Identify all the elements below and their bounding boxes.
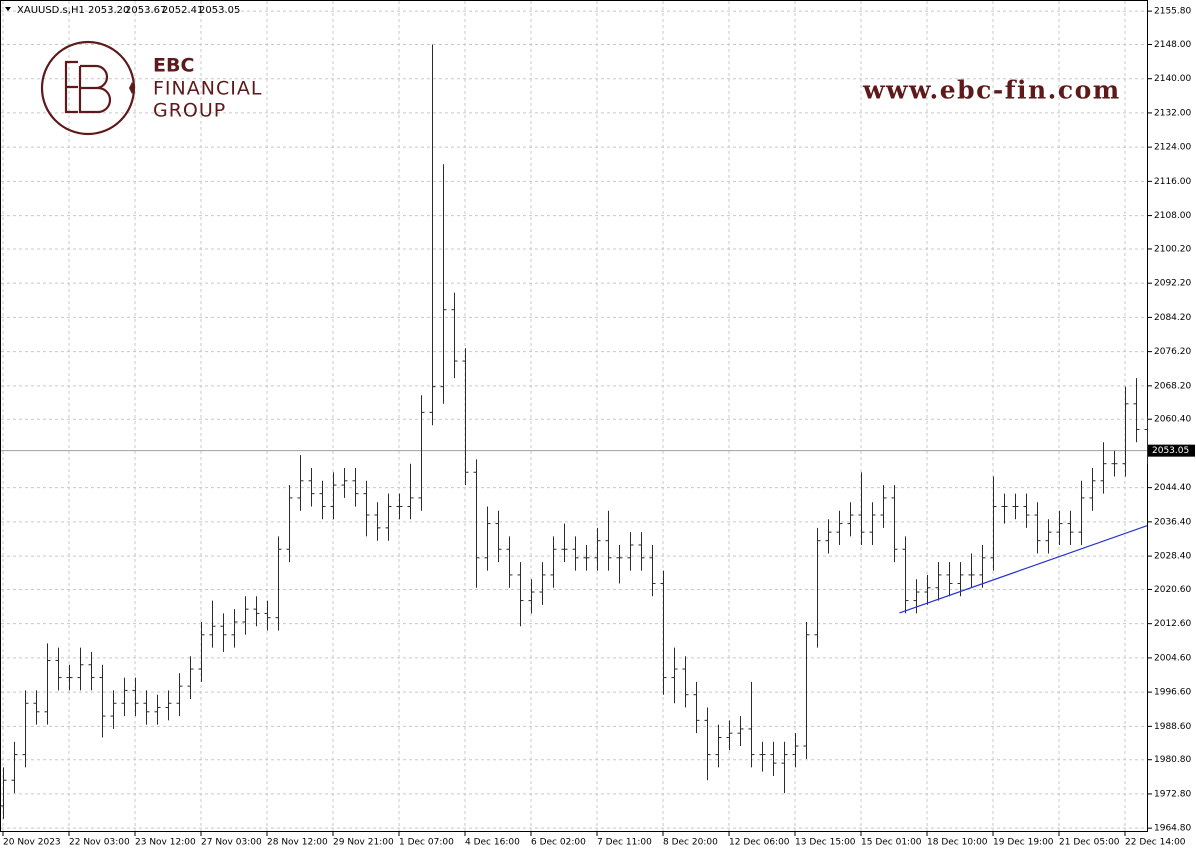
header-price: 2053.20 [88,5,129,16]
y-tick-label: 2084.20 [1154,313,1191,323]
x-tick-label: 23 Nov 12:00 [135,838,196,848]
y-tick-label: 2155.80 [1154,7,1191,17]
x-tick-label: 20 Nov 2023 [3,838,61,848]
y-tick-label: 1964.80 [1154,824,1191,834]
x-tick-label: 1 Dec 07:00 [399,838,454,848]
y-tick-label: 1988.60 [1154,722,1191,732]
y-tick-label: 2132.00 [1154,108,1191,118]
x-tick-label: 6 Dec 02:00 [531,838,586,848]
plot-frame [0,0,1148,832]
y-tick-label: 2076.20 [1154,347,1191,357]
y-tick-label: 2060.40 [1154,415,1191,425]
x-tick-label: 18 Dec 10:00 [927,838,988,848]
x-tick-label: 28 Nov 12:00 [267,838,328,848]
y-tick-label: 2140.00 [1154,74,1191,84]
x-tick-label: 13 Dec 15:00 [795,838,856,848]
logo-brand: EBC [153,55,194,77]
y-tick-label: 2028.40 [1154,552,1191,562]
logo-line: FINANCIAL [153,78,262,100]
x-tick-label: 21 Dec 05:00 [1059,838,1120,848]
symbol: XAUUSD.s,H1 [17,5,85,16]
x-tick-label: 4 Dec 16:00 [465,838,520,848]
watermark-url: www.ebc-fin.com [862,76,1121,105]
x-tick-label: 12 Dec 06:00 [729,838,790,848]
x-tick-label: 29 Nov 21:00 [333,838,394,848]
y-tick-label: 2148.00 [1154,40,1191,50]
y-tick-label: 2116.00 [1154,177,1191,187]
x-tick-label: 27 Nov 03:00 [201,838,262,848]
x-tick-label: 8 Dec 20:00 [663,838,718,848]
y-tick-label: 2100.20 [1154,244,1191,254]
y-tick-label: 2108.00 [1154,211,1191,221]
trend-line [899,525,1148,614]
x-tick-label: 22 Nov 03:00 [69,838,130,848]
collapse-icon [5,7,11,11]
logo-line: GROUP [153,100,226,122]
y-tick-label: 1972.80 [1154,789,1191,799]
y-tick-label: 2020.60 [1154,585,1191,595]
price-label: 2053.05 [1152,446,1189,456]
y-tick-label: 2044.40 [1154,483,1191,493]
y-tick-label: 2092.20 [1154,279,1191,289]
header-price: 2053.05 [199,5,240,16]
x-tick-label: 15 Dec 01:00 [861,838,922,848]
logo [40,40,136,136]
marks [0,1,1151,831]
price-label-box [1148,444,1195,457]
y-tick-label: 1996.60 [1154,688,1191,698]
x-tick-label: 7 Dec 11:00 [597,838,652,848]
header-price: 2052.41 [162,5,203,16]
y-tick-label: 2036.40 [1154,517,1191,527]
y-tick-label: 1980.80 [1154,755,1191,765]
y-tick-label: 2004.60 [1154,653,1191,663]
x-tick-label: 19 Dec 19:00 [993,838,1054,848]
y-tick-label: 2012.60 [1154,619,1191,629]
y-tick-label: 2068.20 [1154,381,1191,391]
y-tick-label: 2124.00 [1154,143,1191,153]
header-price: 2053.67 [125,5,166,16]
x-tick-label: 22 Dec 14:00 [1125,838,1186,848]
